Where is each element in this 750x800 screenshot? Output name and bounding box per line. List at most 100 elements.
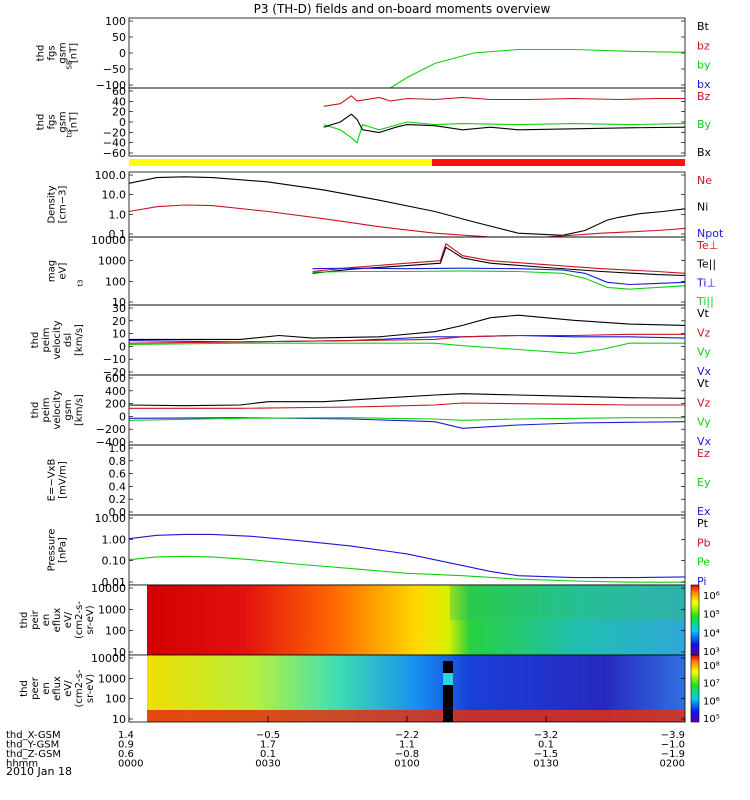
series-line-vy	[128, 417, 685, 421]
y-tick-label: 20	[112, 106, 126, 119]
series-line-ti	[312, 270, 686, 290]
spectrogram-gap	[129, 655, 147, 722]
legend-label: Vy	[697, 416, 711, 429]
y-axis-label: Pressure	[47, 529, 58, 572]
legend-label: Vz	[697, 396, 711, 409]
legend-label: Vy	[697, 346, 711, 359]
y-axis-label: peir	[30, 609, 41, 629]
ephemeris-value: 0200	[660, 759, 685, 770]
y-tick-label: 1000	[98, 603, 126, 616]
y-tick-label: 100.0	[95, 169, 127, 182]
series-line-pi	[128, 533, 686, 579]
ephemeris-value: 0130	[533, 759, 558, 770]
ephemeris-value: 1.4	[118, 730, 134, 741]
ephemeris-table: thd_X-GSM 1.4 −0.5 −2.2 −3.2 −3.9 thd_Y-GSM 0.9…	[6, 730, 685, 770]
y-axis-label: Density	[47, 185, 58, 223]
legend-label: Ti⊥	[696, 276, 716, 289]
legend-label: by	[697, 59, 711, 72]
series-line-by	[390, 48, 686, 89]
ephemeris-value: −1.0	[661, 740, 685, 751]
legend-label: Ey	[697, 476, 711, 489]
legend-label: Ex	[697, 505, 711, 518]
y-axis-label: thd	[36, 45, 47, 62]
ephemeris-value: −3.2	[534, 730, 558, 741]
colorbar-label: 10⁸	[703, 661, 720, 672]
y-tick-label: 10.00	[95, 512, 127, 525]
colorbar-strip	[690, 654, 700, 723]
series-line-vz	[128, 333, 685, 344]
y-tick-label: 10	[112, 328, 126, 341]
y-axis-label-subscript: t3	[77, 279, 85, 286]
y-tick-label: 0.6	[109, 468, 127, 481]
y-axis-label: en	[41, 614, 52, 627]
colorbar-label: 10⁵	[703, 610, 720, 621]
ephemeris-row-label: hhmm	[6, 759, 38, 770]
ephemeris-value: −2.2	[395, 730, 419, 741]
series-line-vy	[128, 342, 685, 354]
series-line-vt	[129, 314, 686, 340]
y-axis-label: eV/	[63, 680, 74, 697]
ephemeris-value: 0.1	[260, 749, 276, 760]
y-tick-label: 10000	[91, 234, 126, 247]
y-axis-label: thd	[36, 114, 47, 131]
y-tick-label: 0.0	[109, 506, 127, 519]
ephemeris-value: 0.1	[538, 740, 554, 751]
ephemeris-value: 1.7	[260, 740, 276, 751]
legend-label: Pe	[697, 556, 710, 569]
spectrogram-low-energy-band	[147, 710, 685, 722]
y-axis-label: (cm2-s-	[74, 669, 85, 707]
y-tick-label: 1.0	[109, 208, 127, 221]
legend-label: Pi	[697, 575, 706, 588]
y-axis-label: (cm2-s-	[74, 601, 85, 639]
y-tick-label: 0.01	[102, 576, 127, 589]
series-line-vz	[129, 402, 685, 409]
ephemeris-value: 0000	[118, 759, 143, 770]
series-line-vt	[128, 393, 686, 407]
series-line-te	[312, 246, 686, 277]
y-axis-label: thd	[30, 402, 41, 419]
y-axis-label: dsl	[63, 333, 74, 347]
y-tick-label: 30	[112, 302, 126, 315]
date-label: 2010 Jan 18	[6, 765, 72, 778]
legend-label: Pb	[697, 536, 711, 549]
spectrogram-data-gap	[443, 661, 453, 722]
y-tick-label: 1.0	[109, 442, 127, 455]
ephemeris-value: 0100	[394, 759, 419, 770]
y-tick-label: −20	[103, 126, 126, 139]
y-tick-label: −60	[103, 147, 126, 160]
panel-frame	[128, 171, 686, 238]
legend-label: Vx	[697, 365, 712, 378]
y-axis-label: [nT]	[69, 112, 80, 132]
y-tick-label: 0	[119, 340, 126, 353]
y-axis-label: thd	[19, 680, 30, 697]
panel-electron-spectrogram: 10⁸ 10⁷ 10⁶ 10⁵ 10000 1000 100 10 thd peer en eflux…	[19, 652, 720, 726]
figure-title: P3 (TH-D) fields and on-board moments ov…	[254, 2, 551, 16]
series-line-bx	[323, 113, 686, 134]
y-tick-label: 1.00	[102, 533, 127, 546]
legend-label: By	[697, 118, 712, 131]
y-axis-label: sr-eV)	[85, 674, 96, 703]
panel-pressure: 10.00 1.00 0.10 0.01 Pressure [nPa] Pt Pb Pe Pi	[47, 512, 711, 589]
legend-label: bz	[697, 39, 710, 52]
y-axis-label: sr-eV)	[85, 605, 96, 634]
y-axis-label: [nPa]	[58, 537, 69, 563]
y-tick-label: 0.2	[109, 493, 127, 506]
y-axis-label: E=−VxB	[47, 459, 58, 502]
colorbar-label: 10⁴	[703, 628, 720, 639]
panel-ion-spectrogram: 10⁶ 10⁵ 10⁴ 10³ 10000 1000 100 10 thd peir en eflux…	[19, 582, 720, 659]
series-line-bz	[323, 95, 685, 107]
y-tick-label: 0.10	[102, 555, 127, 568]
y-axis-label: [km/s]	[74, 394, 85, 426]
y-tick-label: 10000	[91, 652, 126, 665]
y-axis-label-subscript: SE	[66, 61, 74, 70]
y-tick-label: 10	[112, 646, 126, 659]
series-line-ni	[128, 176, 686, 236]
legend-label: Vz	[697, 326, 711, 339]
colorbar-label: 10⁶	[703, 696, 720, 707]
spectrogram-gap-marker	[443, 673, 453, 685]
colorbar-strip	[690, 584, 700, 656]
y-axis-label: [mV/m]	[58, 461, 69, 499]
